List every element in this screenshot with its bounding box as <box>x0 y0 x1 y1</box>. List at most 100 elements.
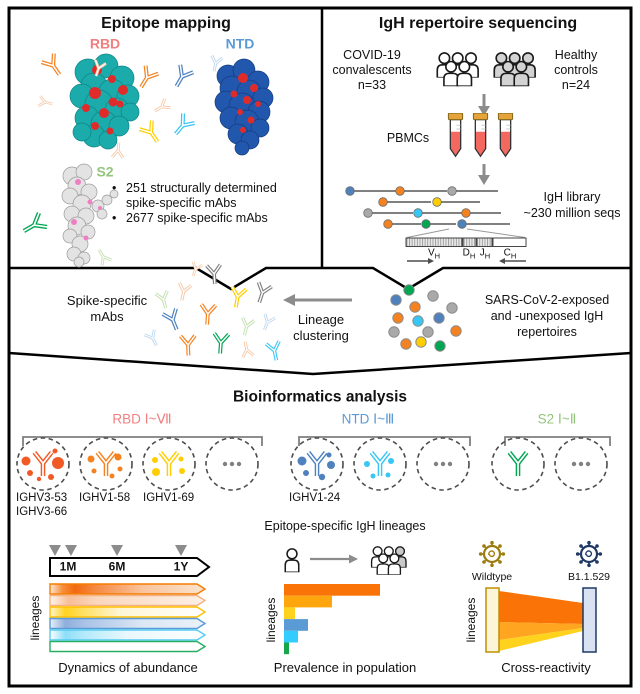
segment-label-c: CH <box>503 247 517 261</box>
mab-icon <box>36 94 55 110</box>
pbmcs-label: PBMCs <box>386 131 430 146</box>
lineage-dot <box>326 452 332 458</box>
lineage-circle-content <box>87 452 123 479</box>
group-bracket-rbd <box>22 436 263 446</box>
bullet-icon: • <box>112 211 117 225</box>
repertoires-line2: and -unexposed IgH <box>490 309 604 324</box>
lineage-dot <box>297 456 307 466</box>
ntd-label: NTD <box>225 35 255 52</box>
lineage-dot <box>364 461 370 467</box>
mab-icon <box>238 339 255 359</box>
lineage-dot <box>21 456 31 466</box>
mab-icon <box>236 316 256 339</box>
wildtype-label: Wildtype <box>471 571 513 584</box>
lineage-dot <box>27 470 33 476</box>
cohort-covid-n: n=33 <box>357 78 387 93</box>
mab-icon <box>160 306 186 335</box>
repertoire-dot <box>390 294 402 306</box>
timepoint-markers <box>49 545 187 556</box>
lineage-circle-content <box>21 448 64 482</box>
repertoire-dot <box>427 290 439 302</box>
population-crowd-icon <box>370 546 407 575</box>
lineage-dot <box>52 448 58 454</box>
lineage-dot <box>303 470 309 476</box>
lineage-circle-content <box>364 452 394 479</box>
lineage-dot <box>52 457 64 469</box>
ntd-structure <box>214 58 274 156</box>
s2-structure <box>61 163 119 268</box>
virus-wildtype-icon <box>478 540 506 568</box>
gene-label: IGHV3-53 <box>16 492 68 504</box>
prevalence-bars <box>284 584 380 655</box>
prevalence-bar <box>284 584 380 596</box>
lineage-dot <box>109 473 115 479</box>
mab-icon <box>34 452 51 476</box>
mab-icon <box>168 62 196 93</box>
mab-icon <box>97 452 114 476</box>
igh-read <box>363 208 413 218</box>
igh-read <box>432 197 480 207</box>
lineage-dot <box>48 474 54 480</box>
prevalence-bar <box>284 595 332 608</box>
igh-library-line1: IgH library <box>543 190 601 205</box>
repertoire-dot <box>388 326 400 338</box>
group-label-ntd: NTD Ⅰ~Ⅲ <box>341 411 395 427</box>
mab-icon <box>160 452 177 476</box>
group-label-s2: S2 Ⅰ~Ⅱ <box>537 411 577 427</box>
repertoire-dot <box>450 325 462 337</box>
repertoire-dot <box>412 315 424 327</box>
timeline-tick-1m: 1M <box>59 559 77 574</box>
cross-caption: Cross-reactivity <box>501 659 591 675</box>
s2-epitope-patches <box>71 179 102 241</box>
figure-frame <box>7 6 633 688</box>
repertoires-line1: SARS-CoV-2-exposed <box>484 293 610 308</box>
group-bracket-s2 <box>504 436 611 446</box>
lineage-circle-content <box>509 452 526 476</box>
mab-icon <box>39 51 68 81</box>
vdjc-bar <box>405 237 527 247</box>
bullet1-line2: spike-specific mAbs <box>126 196 237 210</box>
cross-ylabel: lineages <box>464 597 478 643</box>
down-arrow-icon <box>478 164 490 185</box>
abundance-bands <box>49 583 207 653</box>
igh-read <box>457 219 510 229</box>
repertoire-dot <box>392 312 404 324</box>
spike-mabs-line1: Spike-specific <box>66 292 148 308</box>
lineage-dot <box>179 468 185 474</box>
variant-label: B1.1.529 <box>567 571 611 584</box>
cohort-healthy-line2: controls <box>554 63 598 78</box>
lineage-dot <box>152 457 158 463</box>
cohort-healthy-line1: Healthy <box>554 48 598 63</box>
prevalence-caption: Prevalence in population <box>273 659 417 675</box>
mab-icon <box>264 339 285 364</box>
repertoire-dot <box>415 336 427 348</box>
lineage-circle-content <box>152 452 185 476</box>
repertoires-line3: repertoires <box>517 325 577 340</box>
bullet2: 2677 spike-specific mAbs <box>126 211 268 225</box>
prevalence-ylabel: lineages <box>264 597 278 643</box>
segment-label-d: DH <box>462 247 476 261</box>
mab-icon <box>178 333 198 357</box>
mab-icon <box>93 245 113 267</box>
mab-icon <box>167 111 197 141</box>
mab-icon <box>509 452 526 476</box>
mab-icon <box>137 118 166 148</box>
lineage-dot <box>318 473 326 481</box>
gene-label: IGHV1-69 <box>143 492 195 504</box>
prevalence-bar <box>284 607 295 620</box>
mab-icon <box>371 452 388 476</box>
timepoint-marker-icon <box>49 545 61 556</box>
lineage-dot <box>152 468 160 476</box>
pbmc-tubes-icon <box>447 113 514 157</box>
igh-read <box>413 208 463 218</box>
timepoint-marker-icon <box>175 545 187 556</box>
gene-label: IGHV1-24 <box>289 492 341 504</box>
abundance-caption: Dynamics of abundance <box>58 659 198 675</box>
repertoire-dot <box>403 284 415 296</box>
lineage-dot <box>114 453 122 461</box>
timeline-tick-6m: 6M <box>108 559 126 574</box>
lineage-dot <box>36 476 42 482</box>
lineage-clustering-arrow-icon <box>283 294 352 306</box>
mab-icon <box>20 213 47 238</box>
cross-reactivity-chart <box>478 540 603 653</box>
